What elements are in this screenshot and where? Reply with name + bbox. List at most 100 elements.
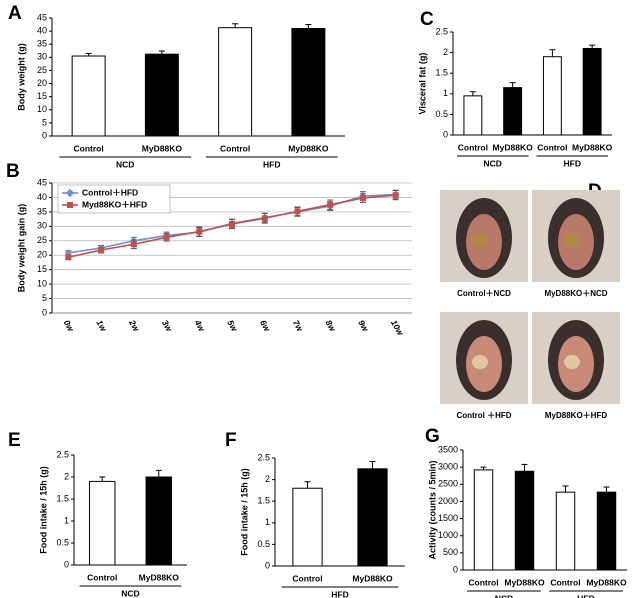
y-tick-label: 0 <box>265 560 270 570</box>
y-tick-label: 1500 <box>438 513 458 523</box>
y-tick-label: 0.5 <box>257 539 270 549</box>
y-tick-label: 2.5 <box>56 449 69 459</box>
y-tick-label: 30 <box>37 221 47 231</box>
y-tick-label: 2000 <box>438 496 458 506</box>
y-tick-label: 1 <box>64 515 69 525</box>
x-tick-label: 5w <box>225 318 240 334</box>
photo-caption: MyD88KO＋HFD <box>545 411 607 420</box>
bar <box>473 469 494 571</box>
y-tick-label: 1.5 <box>257 496 270 506</box>
y-axis-label: Activity (counts / 5min) <box>427 460 437 559</box>
x-tick-label: MyD88KO <box>504 577 545 587</box>
organ <box>472 233 488 247</box>
y-tick-label: 0 <box>443 129 448 139</box>
marker <box>294 208 301 215</box>
y-tick-label: 45 <box>37 177 47 187</box>
group-label: NCD <box>116 159 134 169</box>
y-tick-label: 5 <box>42 117 47 127</box>
y-tick-label: 20 <box>37 78 47 88</box>
panel-label: G <box>425 426 440 447</box>
bar <box>292 487 323 567</box>
photo-caption: Control ＋HFD <box>456 411 511 420</box>
legend-box <box>57 184 171 214</box>
marker <box>196 228 203 235</box>
panel-label: A <box>8 3 22 24</box>
bar <box>582 47 602 136</box>
marker <box>163 234 170 241</box>
y-tick-label: 1.5 <box>435 68 448 78</box>
y-axis-label: Visceral fat (g) <box>417 53 427 115</box>
legend-marker <box>65 188 75 198</box>
photo <box>532 190 620 282</box>
y-axis-label: Food intake / 15h (g) <box>239 468 249 556</box>
legend-label: Myd88KO＋HFD <box>82 199 147 209</box>
photo-caption: Control＋NCD <box>457 289 511 298</box>
x-tick-label: 8w <box>324 318 339 334</box>
group-label: NCD <box>495 593 513 598</box>
y-tick-label: 45 <box>37 12 47 22</box>
x-tick-label: Control <box>74 143 104 153</box>
bar <box>555 491 576 571</box>
x-tick-label: Control <box>292 573 322 583</box>
x-tick-label: Control <box>550 577 580 587</box>
y-tick-label: 15 <box>37 264 47 274</box>
legend-marker <box>67 202 73 208</box>
x-tick-label: 9w <box>356 318 371 334</box>
x-tick-label: MyD88KO <box>493 142 534 152</box>
organ <box>564 355 580 369</box>
y-tick-label: 20 <box>37 250 47 260</box>
bar <box>463 95 483 136</box>
x-tick-label: Control <box>458 142 488 152</box>
y-tick-label: 40 <box>37 25 47 35</box>
x-tick-label: 4w <box>192 317 208 334</box>
marker <box>98 247 105 254</box>
bar <box>357 468 388 567</box>
group-label: HFD <box>331 589 348 598</box>
y-tick-label: 2.5 <box>435 26 448 36</box>
y-tick-label: 2 <box>64 471 69 481</box>
y-tick-label: 1 <box>443 88 448 98</box>
marker <box>229 221 235 228</box>
y-tick-label: 10 <box>37 104 47 114</box>
group-label: NCD <box>484 158 502 168</box>
panel-label: F <box>225 430 237 451</box>
y-tick-label: 15 <box>37 91 47 101</box>
marker <box>327 201 334 208</box>
y-tick-label: 0 <box>42 130 47 140</box>
y-tick-label: 1.5 <box>56 493 69 503</box>
x-tick-label: MyD88KO <box>572 142 613 152</box>
y-axis-label: Food intake / 15h (g) <box>38 466 48 554</box>
x-tick-label: MyD88KO <box>139 572 180 582</box>
y-tick-label: 0 <box>64 559 69 569</box>
x-tick-label: 6w <box>258 318 273 334</box>
organ <box>472 355 488 369</box>
y-tick-label: 0 <box>42 307 47 317</box>
x-tick-label: Control <box>220 143 250 153</box>
x-tick-label: MyD88KO <box>288 143 329 153</box>
y-tick-label: 2.5 <box>257 452 270 462</box>
organ <box>564 233 580 247</box>
x-tick-label: 3w <box>160 318 175 334</box>
y-axis-label: Body weight (g) <box>16 43 26 111</box>
group-label: NCD <box>121 588 139 598</box>
y-tick-label: 3500 <box>438 444 458 454</box>
x-tick-label: 10w <box>389 318 406 338</box>
photo <box>440 312 528 404</box>
y-tick-label: 0 <box>453 564 458 574</box>
x-tick-label: Control <box>87 572 117 582</box>
y-tick-label: 1 <box>265 517 270 527</box>
group-label: HFD <box>564 158 581 168</box>
group-label: HFD <box>263 159 280 169</box>
y-tick-label: 5 <box>42 293 47 303</box>
y-tick-label: 2 <box>265 474 270 484</box>
bar <box>144 53 179 137</box>
bar <box>218 27 253 137</box>
panel-label: C <box>420 9 434 30</box>
bar <box>514 470 535 571</box>
bar <box>291 27 326 137</box>
y-tick-label: 35 <box>37 206 47 216</box>
photo <box>440 190 528 282</box>
bar <box>503 87 523 136</box>
y-tick-label: 35 <box>37 39 47 49</box>
